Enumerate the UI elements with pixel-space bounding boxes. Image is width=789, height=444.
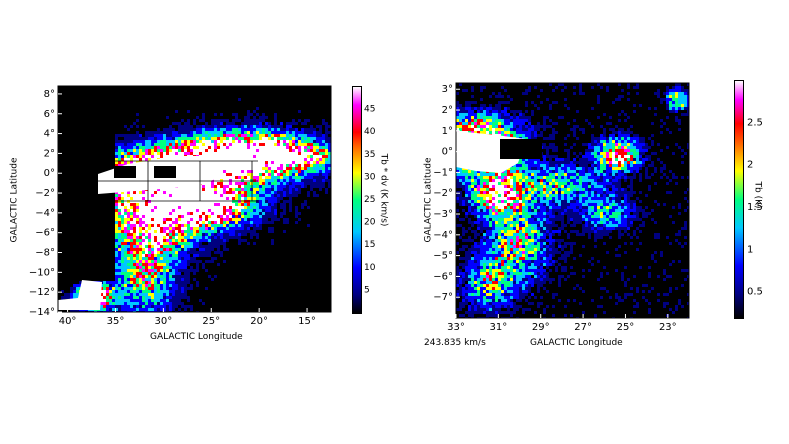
left-xtick: 35°	[107, 316, 125, 327]
right-xtick: 25°	[617, 322, 635, 333]
left-ytick: −8°	[35, 248, 55, 259]
right-ytick: −6°	[433, 271, 453, 282]
left-cbar-tick: 15	[364, 240, 375, 250]
left-ytick: −14°	[29, 307, 55, 318]
left-cbar-tick: 30	[364, 172, 376, 182]
right-colorbar	[734, 80, 744, 319]
right-cbar-tick: 2.5	[747, 117, 763, 128]
left-axes: 40° 35° 30° 25° 20° 15° 8° 6° 4° 2° 0° −2° −4° −6° −8°…	[28, 88, 376, 327]
right-ytick: −5°	[433, 251, 453, 262]
right-ytick: −2°	[433, 188, 453, 199]
right-xtick: 29°	[532, 322, 550, 333]
left-map	[58, 86, 331, 312]
left-ytick: 4°	[44, 129, 55, 140]
left-cbar-tick: 20	[364, 218, 376, 228]
right-ylabel: GALACTIC Latitude	[423, 157, 434, 243]
right-cbar-tick: 1.5	[747, 202, 763, 213]
left-ytick: 8°	[44, 89, 55, 100]
left-cbar-tick: 45	[364, 105, 375, 115]
left-xlabel: GALACTIC Longitude	[150, 332, 243, 342]
left-cbar-tick: 5	[364, 285, 370, 295]
right-xtick: 31°	[489, 322, 507, 333]
right-cbar-tick: 1	[747, 244, 753, 255]
left-xtick: 25°	[202, 316, 220, 327]
left-cbar-tick: 35	[364, 150, 375, 160]
right-ytick: 2°	[442, 105, 453, 116]
left-ytick: 2°	[44, 148, 55, 159]
right-ytick: −7°	[433, 292, 453, 303]
right-map-image	[456, 83, 689, 318]
right-ytick: −1°	[433, 167, 453, 178]
right-ytick: −3°	[433, 209, 453, 220]
left-ytick: −6°	[35, 228, 55, 239]
right-ytick: 3°	[442, 84, 453, 95]
right-colorbar-label: Tb (K)	[752, 181, 763, 209]
left-cbar-tick: 10	[364, 263, 376, 273]
left-cbar-tick: 25	[364, 195, 375, 205]
right-ytick: 0°	[442, 147, 453, 158]
right-annotation: 243.835 km/s	[424, 338, 486, 348]
left-xtick: 30°	[155, 316, 173, 327]
right-cbar-tick: 2	[747, 160, 753, 171]
left-colorbar-label: Tb * dv (K km/s)	[378, 153, 389, 227]
left-ylabel: GALACTIC Latitude	[9, 157, 20, 243]
left-ytick: 6°	[44, 109, 55, 120]
right-ytick: 1°	[442, 126, 453, 137]
right-map	[456, 83, 689, 318]
right-axes: 33° 31° 29° 27° 25° 23° 3° 2° 1° 0° −1° −2° −3° −4° −5…	[433, 82, 763, 333]
left-cbar-tick: 40	[364, 127, 376, 137]
left-ytick: −12°	[29, 287, 55, 298]
left-map-image	[58, 98, 331, 312]
right-xtick: 27°	[574, 322, 592, 333]
left-xtick: 40°	[59, 316, 77, 327]
right-xtick: 23°	[659, 322, 677, 333]
left-ytick: −4°	[35, 208, 55, 219]
right-xlabel: GALACTIC Longitude	[530, 338, 623, 348]
right-xtick: 33°	[447, 322, 465, 333]
right-ytick: −4°	[433, 230, 453, 241]
right-cbar-tick: 0.5	[747, 287, 763, 298]
left-xtick: 20°	[250, 316, 268, 327]
left-ytick: 0°	[44, 168, 55, 179]
left-ytick: −2°	[35, 188, 55, 199]
left-colorbar	[352, 86, 362, 314]
left-xtick: 15°	[298, 316, 316, 327]
left-ytick: −10°	[29, 267, 55, 278]
